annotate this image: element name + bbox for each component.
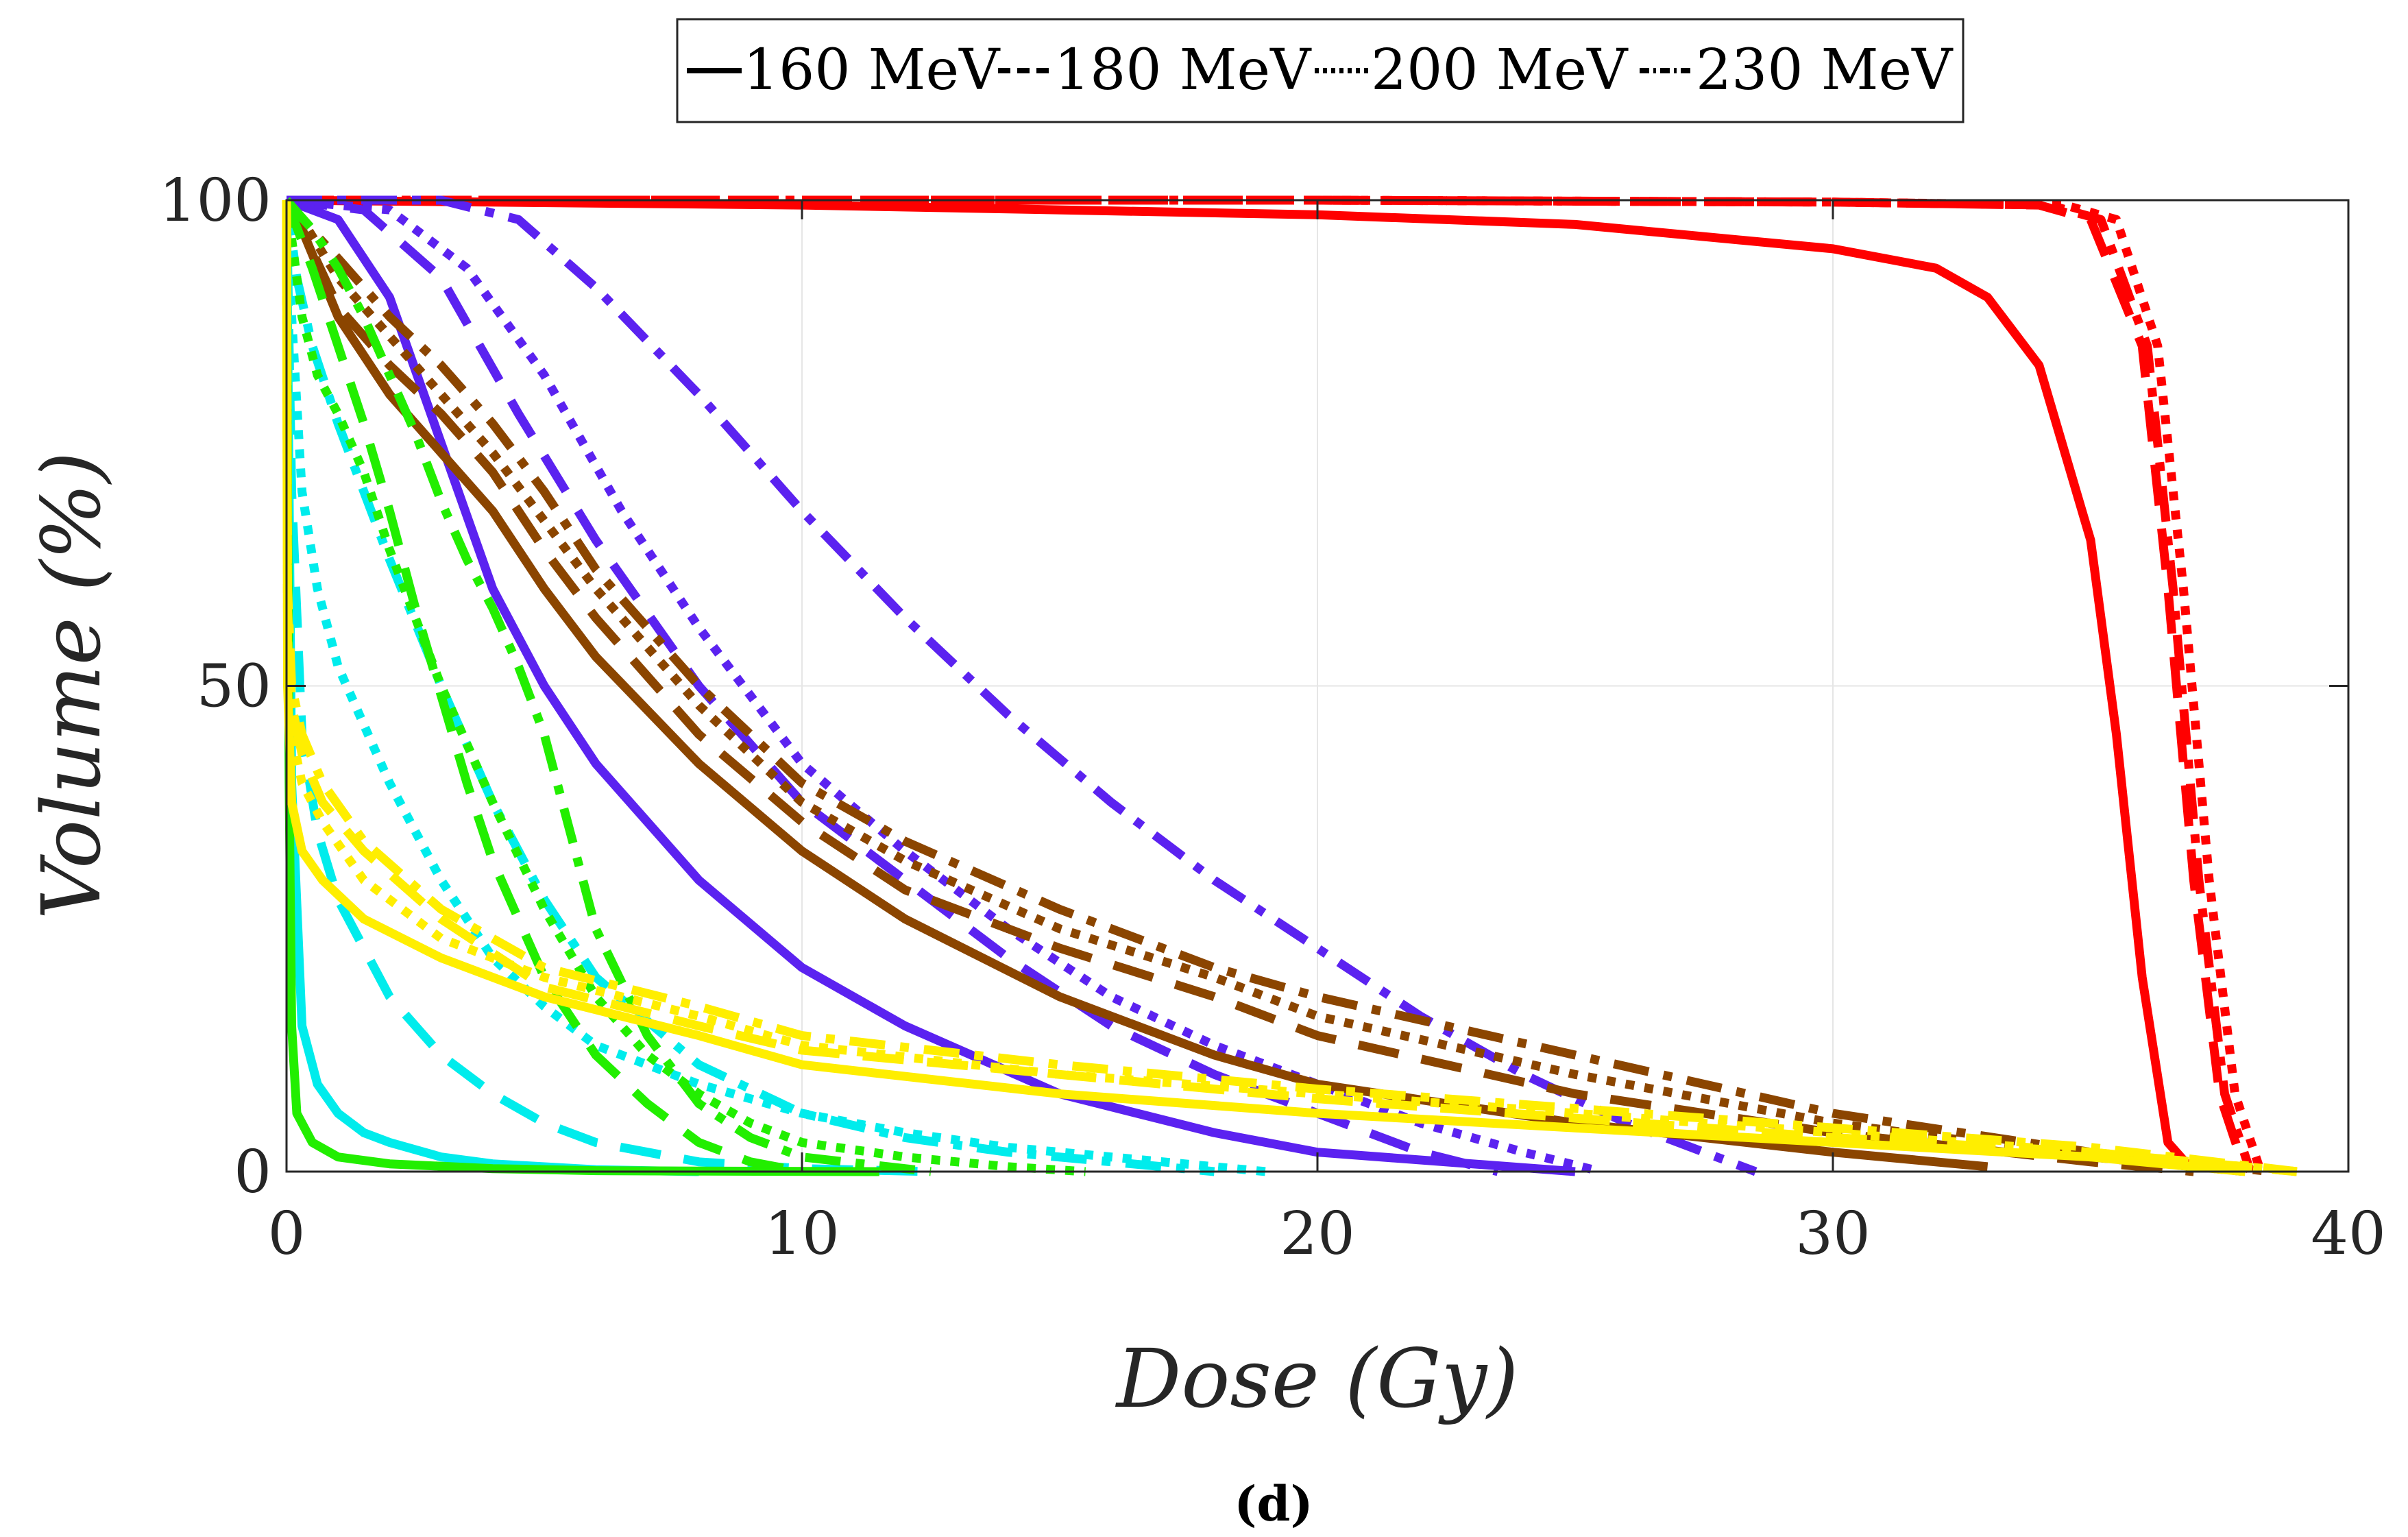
series-line-yellow-160-mev [282,199,2246,1176]
legend-label-0: 160 MeV [743,38,1001,103]
x-tick-label-1: 10 [764,1200,839,1268]
series-line-green-200-mev [282,199,1086,1176]
x-tick-label-2: 20 [1280,1200,1354,1268]
legend-box [676,18,1965,123]
series-line-cyan-200-mev [282,199,1267,1176]
y-tick-label-2: 100 [159,167,271,235]
series-line-brown-200-mev [282,197,2246,1176]
y-tick-label-0: 0 [234,1138,271,1207]
series-line-green-180-mev [282,198,803,1176]
legend: 160 MeV 180 MeV 200 MeV 230 MeV [676,18,1965,123]
series-line-brown-230-mev [282,197,2272,1176]
series-layer [282,195,2298,1176]
x-tick-label-3: 30 [1795,1200,1870,1268]
x-tick-label-0: 0 [268,1200,306,1268]
series-line-violet-180-mev [286,195,1499,1176]
legend-label-3: 230 MeV [1696,38,1954,103]
legend-entries: 160 MeV 180 MeV 200 MeV 230 MeV [687,38,1954,103]
series-line-brown-180-mev [282,197,2195,1176]
series-line-violet-230-mev [287,195,1758,1176]
x-axis-title: Dose (Gy) [1115,1331,1519,1426]
x-tick-label-4: 40 [2311,1200,2385,1268]
y-axis-title: Volume (%) [24,452,119,920]
series-line-red-200-mev [287,195,2265,1174]
figure-caption: (d) [1234,1475,1313,1532]
series-line-yellow-200-mev [282,199,2298,1176]
legend-label-1: 180 MeV [1054,38,1312,103]
series-line-red-230-mev [287,195,2255,1174]
series-line-violet-200-mev [286,195,1603,1176]
y-tick-label-1: 50 [197,653,271,721]
ticks: 0 10 20 30 40 0 50 100 [159,167,2386,1268]
grid [286,199,2349,1172]
series-line-green-230-mev [283,197,932,1176]
legend-label-2: 200 MeV [1371,38,1629,103]
